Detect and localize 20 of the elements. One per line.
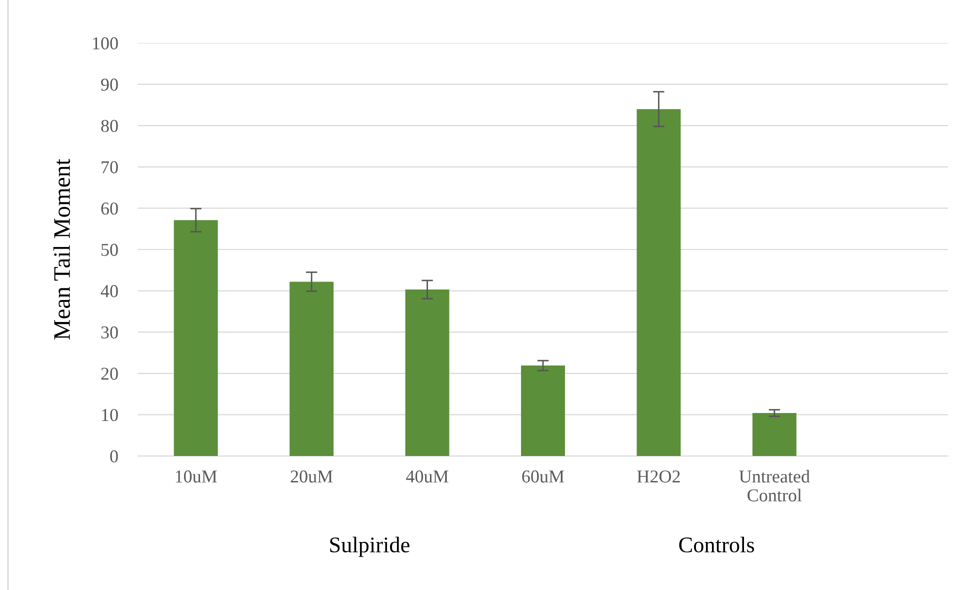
y-tick-label: 80 — [101, 120, 118, 132]
text: Controls — [679, 536, 754, 552]
x-tick-label: 20uM — [290, 470, 333, 483]
y-tick-label: 40 — [100, 285, 118, 298]
y-tick-label: 20 — [101, 368, 118, 380]
y-tick-label: 10 — [102, 408, 118, 422]
text: Sulpiride — [330, 536, 410, 557]
x-tick-label: 40uM — [406, 470, 448, 483]
x-tick-label: 10uM — [176, 470, 217, 483]
x-tick-label: 60uM — [522, 470, 564, 483]
x-tick-label: Untreated Control — [739, 470, 810, 502]
y-tick-label: 100 — [93, 37, 118, 50]
y-tick-label: 90 — [101, 78, 118, 91]
y-tick-label: 60 — [101, 202, 118, 215]
y-tick-label: 70 — [102, 161, 118, 174]
y-tick-label: 30 — [101, 326, 118, 339]
x-tick-label: H2O2 — [637, 470, 680, 483]
y-tick-label: 0 — [110, 450, 118, 462]
y-axis-title: Mean Tail Moment — [53, 158, 70, 340]
y-tick-label: 50 — [102, 244, 118, 256]
